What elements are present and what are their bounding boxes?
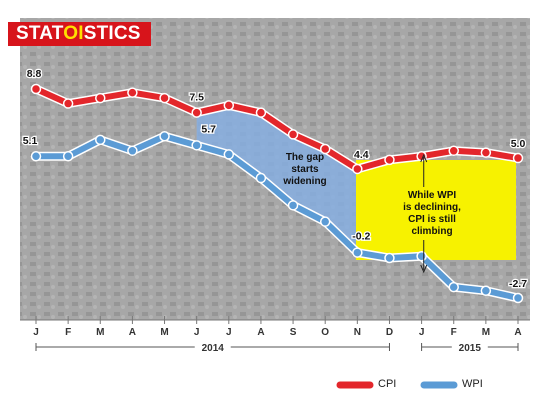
annotation-climbing-text: While WPI (408, 190, 457, 201)
annotation-gap-text: The gap (286, 152, 324, 163)
annotation-arrowhead-up (420, 153, 428, 163)
statoistics-logo: STATOISTICS (8, 22, 151, 46)
data-point-wpi (255, 172, 267, 184)
legend-cpi-label: CPI (378, 378, 397, 390)
data-point-wpi (352, 247, 363, 258)
x-tick-label: F (65, 327, 71, 338)
data-point-cpi (287, 129, 299, 140)
data-point-wpi (287, 200, 299, 211)
data-point-wpi (95, 134, 106, 146)
data-label: 5.1 (23, 135, 38, 147)
data-point-cpi (512, 152, 524, 164)
data-label: -0.2 (352, 231, 370, 243)
year-brackets: 2014 2015 (35, 343, 519, 354)
series-points (30, 83, 524, 304)
legend-wpi-label: WPI (462, 378, 483, 390)
x-tick-label: J (419, 327, 425, 338)
data-point-wpi (512, 292, 524, 304)
data-label: 4.4 (354, 149, 369, 161)
data-point-wpi (62, 150, 74, 162)
year-label: 2014 (202, 343, 225, 354)
data-point-wpi (30, 150, 42, 162)
logo-text-3: STICS (83, 23, 141, 44)
annotation-climbing-text: climbing (411, 226, 452, 237)
x-tick-label: A (129, 327, 136, 338)
x-tick-label: D (386, 327, 393, 338)
series-line-cpi (33, 86, 521, 172)
x-tick-label: J (194, 327, 200, 338)
x-tick-label: N (354, 327, 361, 338)
data-point-wpi (480, 285, 492, 296)
x-tick-label: J (33, 327, 39, 338)
data-label: 5.7 (201, 123, 216, 135)
x-tick-label: F (451, 327, 457, 338)
data-point-cpi (159, 92, 170, 104)
logo-text-1: STAT (16, 23, 64, 44)
data-label: 8.8 (27, 68, 42, 80)
data-point-wpi (127, 145, 138, 157)
series-lines (31, 84, 523, 303)
data-point-wpi (448, 281, 459, 293)
annotation-gap-text: starts (291, 164, 319, 175)
annotation-arrowhead-down (420, 264, 428, 274)
x-tick-label: O (321, 327, 329, 338)
x-tick-label: M (96, 327, 104, 338)
highlight-box (356, 160, 516, 260)
data-point-wpi (191, 140, 202, 151)
data-label: -2.7 (509, 278, 527, 290)
data-point-wpi (416, 250, 427, 262)
data-labels: 8.8 7.5 4.4 5.0 5.1 5.7 -0.2 -2.7 (21, 67, 528, 292)
x-tick-label: A (514, 327, 521, 338)
x-tick-label: A (257, 327, 264, 338)
data-point-cpi (352, 163, 363, 175)
data-point-wpi (319, 216, 331, 227)
data-point-cpi (95, 92, 106, 104)
series-line-wpi (33, 133, 521, 301)
year-label: 2015 (459, 343, 482, 354)
annotation-climbing-text: is declining, (403, 202, 461, 213)
data-point-cpi (191, 107, 202, 118)
data-point-wpi (159, 131, 170, 142)
x-tick-label: S (290, 327, 297, 338)
x-tick-label: M (160, 327, 168, 338)
data-point-cpi (30, 83, 42, 95)
data-point-wpi (223, 149, 235, 160)
x-tick-label: J (226, 327, 232, 338)
data-label: 5.0 (511, 138, 526, 150)
data-point-wpi (384, 252, 395, 264)
annotation-gap-text: widening (282, 176, 326, 187)
data-point-cpi (448, 145, 459, 157)
annotation-climbing-text: CPI is still (408, 214, 456, 225)
data-point-cpi (255, 107, 267, 118)
data-point-cpi (62, 98, 74, 109)
x-tick-label: M (482, 327, 490, 338)
data-point-cpi (127, 87, 138, 98)
data-point-cpi (480, 147, 492, 158)
data-point-cpi (223, 100, 235, 111)
logo-text-2: OI (63, 23, 84, 44)
data-label: 7.5 (189, 92, 204, 104)
data-point-cpi (319, 143, 331, 155)
data-point-cpi (384, 154, 395, 166)
